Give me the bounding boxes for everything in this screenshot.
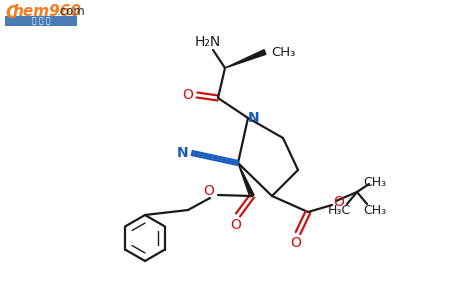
Text: 化 工 网: 化 工 网 (32, 16, 50, 25)
Text: H₃C: H₃C (328, 204, 351, 217)
Text: C: C (5, 4, 17, 22)
Text: .com: .com (57, 5, 86, 18)
Text: O: O (203, 184, 214, 198)
Text: hem960: hem960 (13, 4, 82, 19)
Text: O: O (291, 236, 301, 250)
Text: CH₃: CH₃ (364, 176, 387, 188)
Text: N: N (248, 111, 260, 125)
Polygon shape (238, 163, 254, 197)
Bar (5, 16, 77, 26)
Text: CH₃: CH₃ (364, 204, 387, 217)
Text: O: O (182, 88, 193, 102)
Text: O: O (230, 218, 241, 232)
Text: O: O (334, 195, 345, 209)
Text: N: N (177, 146, 189, 160)
Polygon shape (225, 50, 266, 68)
Text: CH₃: CH₃ (271, 45, 295, 59)
Text: H₂N: H₂N (195, 35, 221, 49)
